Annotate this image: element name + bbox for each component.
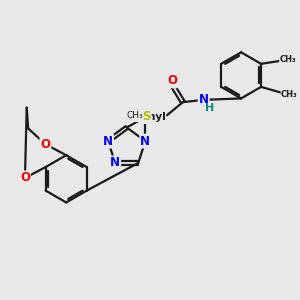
Text: O: O [20, 172, 30, 184]
Text: S: S [142, 110, 151, 123]
Text: CH₃: CH₃ [280, 55, 296, 64]
Text: N: N [199, 93, 209, 106]
Text: O: O [40, 138, 50, 151]
Text: CH₃: CH₃ [281, 90, 298, 99]
Text: N: N [140, 135, 150, 148]
Text: N: N [110, 157, 120, 169]
Text: O: O [167, 74, 177, 87]
Text: N: N [103, 135, 113, 148]
Text: H: H [206, 103, 214, 113]
Text: methyl: methyl [125, 112, 166, 122]
Text: CH₃: CH₃ [126, 111, 143, 120]
